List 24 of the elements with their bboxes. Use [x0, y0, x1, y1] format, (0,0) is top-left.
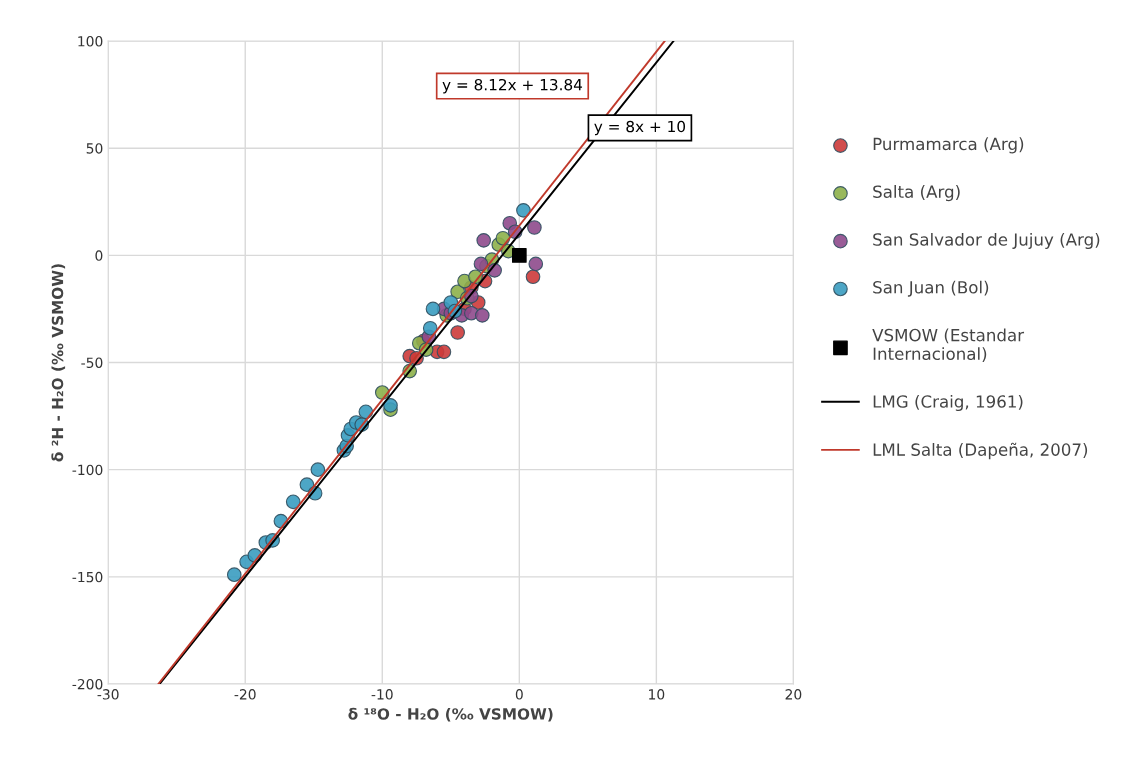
- legend-label: Salta (Arg): [873, 185, 960, 202]
- y-tick-label: 100: [78, 36, 103, 47]
- y-tick-label: -100: [72, 464, 103, 476]
- x-tick-label: 10: [649, 689, 665, 700]
- y-tick-label: -50: [81, 357, 103, 368]
- y-tick-label: 50: [86, 143, 103, 154]
- x-tick-label: -20: [234, 689, 256, 700]
- annotation: y = 8x + 10: [594, 120, 686, 136]
- legend-label: Purmamarca (Arg): [873, 137, 1024, 154]
- legend-label: LML Salta (Dapeña, 2007): [873, 442, 1088, 460]
- y-tick-label: -150: [72, 571, 103, 583]
- y-axis-title: δ ²H - H₂O (‰ VSMOW): [51, 264, 66, 462]
- y-tick-label: -200: [72, 678, 103, 690]
- x-tick-label: 20: [785, 689, 802, 700]
- x-tick-label: 0: [515, 689, 523, 700]
- y-tick-label: 0: [95, 250, 103, 261]
- x-axis-title: δ ¹⁸O - H₂O (‰ VSMOW): [348, 707, 553, 722]
- x-tick-label: -30: [97, 689, 119, 700]
- legend-label: San Juan (Bol): [873, 280, 989, 297]
- legend-label: VSMOW (Estandar Internacional): [872, 328, 1025, 363]
- legend-label: LMG (Craig, 1961): [873, 394, 1023, 412]
- x-tick-label: -10: [371, 689, 393, 700]
- legend-label: San Salvador de Jujuy (Arg): [873, 232, 1100, 250]
- annotation: y = 8.12x + 13.84: [442, 78, 583, 94]
